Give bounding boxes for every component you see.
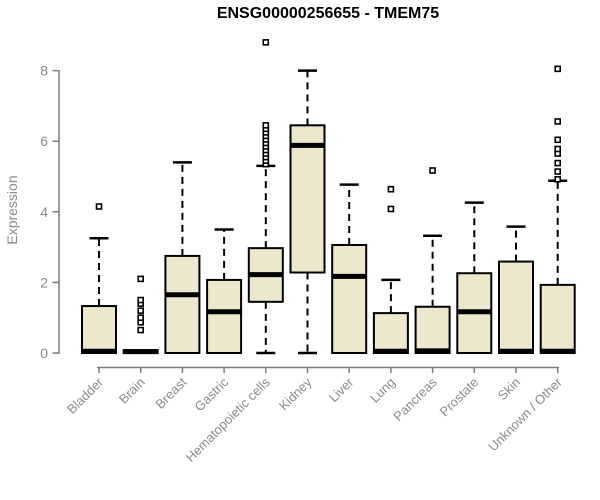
box-pancreas bbox=[414, 305, 451, 354]
x-tick-label-pancreas: Pancreas bbox=[390, 374, 440, 424]
outlier-brain-0 bbox=[137, 326, 144, 334]
outlier-unknown-other-2 bbox=[554, 159, 562, 167]
y-tick-label-2: 2 bbox=[40, 274, 48, 290]
outlier-brain-5 bbox=[137, 296, 144, 304]
x-tick-label-prostate: Prostate bbox=[437, 375, 482, 420]
outlier-unknown-other-4 bbox=[554, 145, 562, 153]
x-tick-label-bladder: Bladder bbox=[64, 374, 107, 417]
box-liver bbox=[331, 243, 368, 354]
outlier-unknown-other-6 bbox=[554, 118, 562, 125]
outlier-brain-2 bbox=[137, 314, 144, 322]
outlier-brain-3 bbox=[137, 307, 144, 314]
y-tick-label-8: 8 bbox=[40, 63, 48, 79]
y-tick-label-4: 4 bbox=[40, 204, 48, 220]
chart-title: ENSG00000256655 - TMEM75 bbox=[216, 5, 440, 22]
outlier-hematopoietic-cells-12 bbox=[262, 39, 270, 46]
box-gastric bbox=[206, 278, 243, 354]
box-bladder bbox=[81, 305, 117, 354]
y-tick-label-6: 6 bbox=[40, 133, 48, 149]
x-tick-label-unknown-other: Unknown / Other bbox=[485, 374, 565, 454]
y-tick-label-0: 0 bbox=[40, 345, 48, 361]
x-tick-label-gastric: Gastric bbox=[192, 374, 232, 414]
box-unknown-other bbox=[539, 283, 576, 354]
x-tick-label-brain: Brain bbox=[116, 375, 148, 407]
outlier-brain-6 bbox=[137, 275, 144, 283]
outlier-hematopoietic-cells-11 bbox=[262, 122, 270, 129]
outlier-lung-0 bbox=[387, 205, 395, 213]
outlier-unknown-other-7 bbox=[554, 65, 562, 73]
x-tick-label-liver: Liver bbox=[326, 374, 357, 405]
box-kidney bbox=[289, 124, 326, 274]
x-tick-label-skin: Skin bbox=[495, 375, 523, 403]
x-tick-label-breast: Breast bbox=[152, 374, 189, 411]
box-skin bbox=[498, 260, 534, 354]
outlier-pancreas-0 bbox=[429, 167, 436, 174]
box-breast bbox=[164, 254, 201, 354]
outlier-unknown-other-5 bbox=[554, 136, 562, 144]
outlier-bladder-0 bbox=[95, 203, 103, 210]
outlier-unknown-other-0 bbox=[554, 176, 562, 183]
x-tick-label-kidney: Kidney bbox=[276, 374, 315, 413]
outlier-unknown-other-1 bbox=[554, 168, 562, 175]
outlier-lung-1 bbox=[387, 185, 395, 193]
box-lung bbox=[372, 312, 409, 354]
x-tick-label-lung: Lung bbox=[367, 375, 398, 406]
